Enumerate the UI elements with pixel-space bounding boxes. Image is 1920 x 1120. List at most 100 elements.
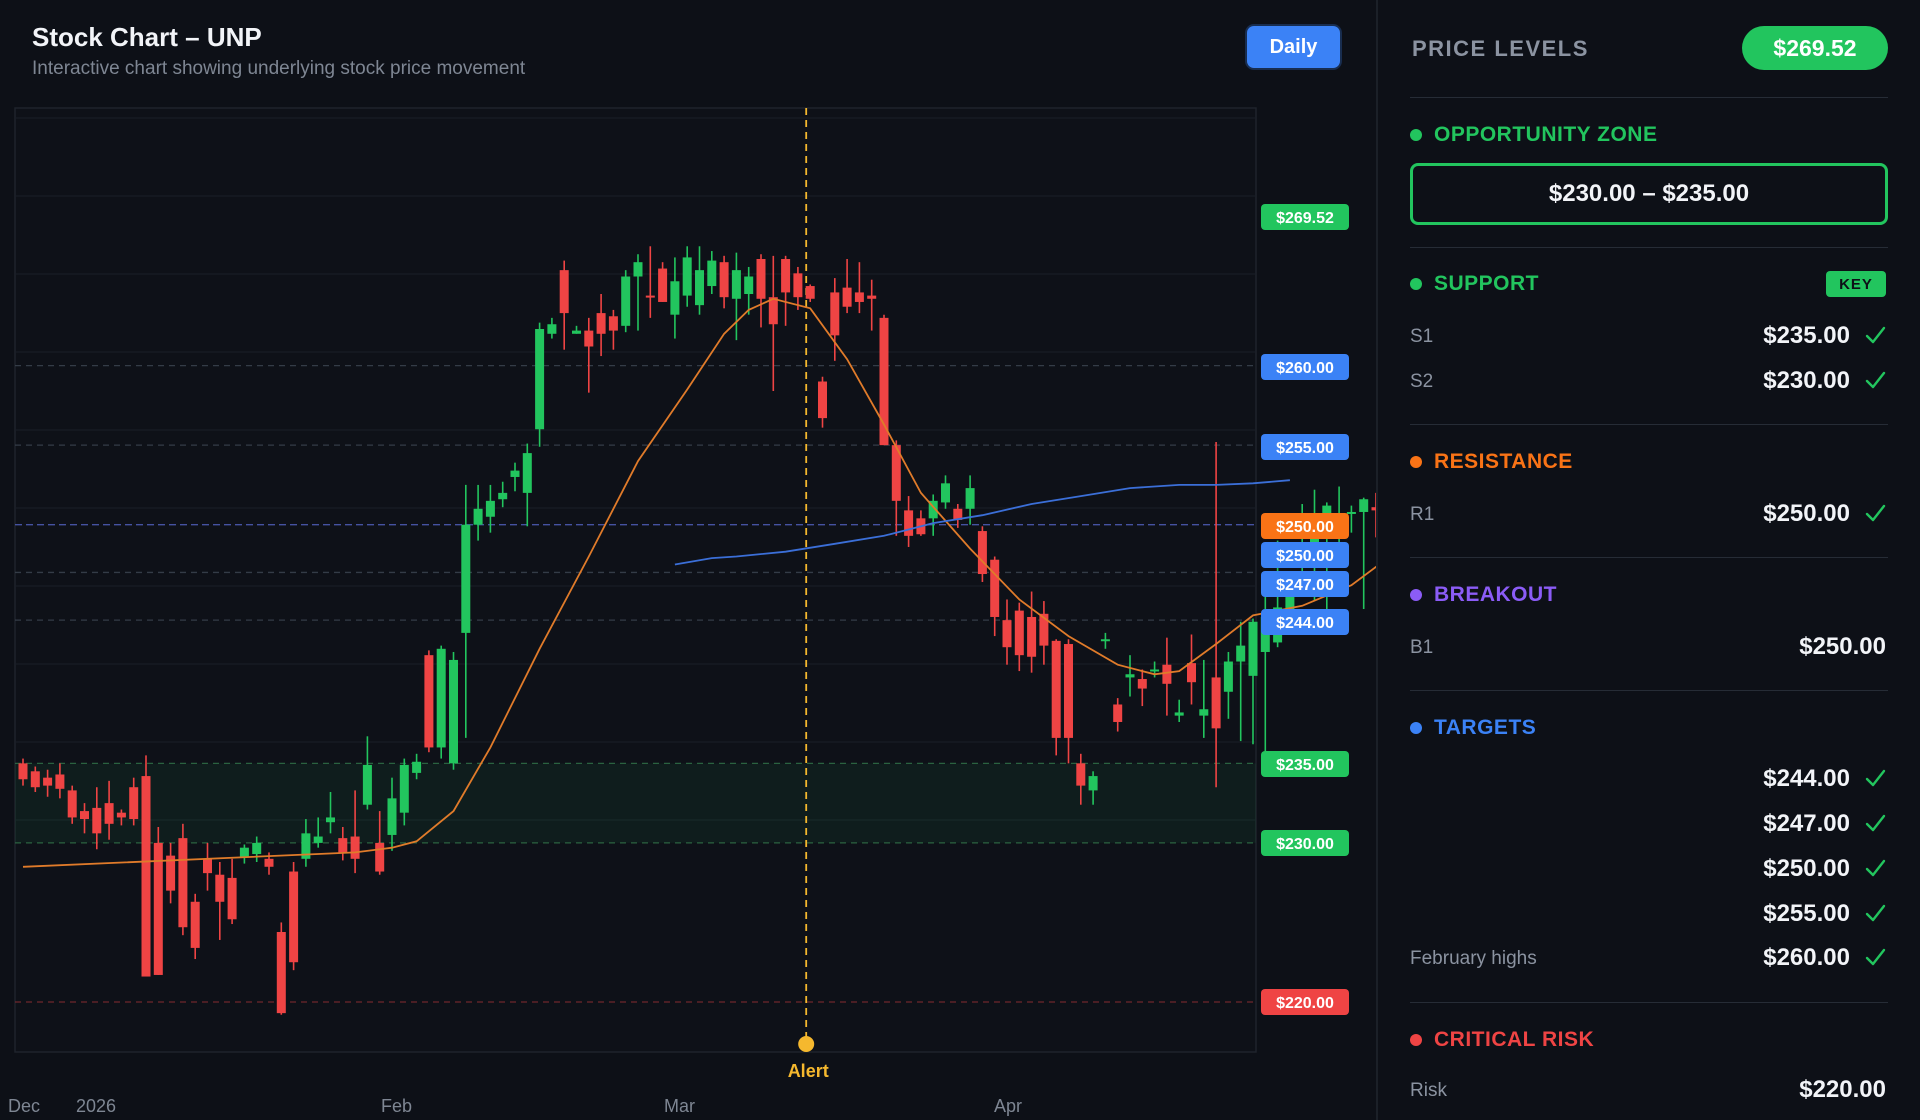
candle-body <box>756 259 766 299</box>
candle-body <box>1039 613 1049 646</box>
candle-body <box>1211 677 1221 729</box>
price-level-row: S1 $235.00 <box>1410 318 1888 354</box>
candle-body <box>80 811 89 820</box>
checkmark-icon <box>1864 502 1886 529</box>
candle-body <box>707 260 717 287</box>
price-level-row: $250.00 <box>1410 851 1888 887</box>
opportunity-zone-title: OPPORTUNITY ZONE <box>1434 123 1658 146</box>
price-level-tag-label: $250.00 <box>1276 548 1334 565</box>
price-level-row: $244.00 <box>1410 761 1888 797</box>
price-level-tag <box>1261 354 1349 380</box>
candle-body <box>227 877 237 920</box>
price-level-value: $244.00 <box>1763 765 1850 792</box>
checkmark-icon <box>1864 812 1886 839</box>
candle-body <box>1310 529 1319 551</box>
alert-label: Alert <box>788 1061 829 1081</box>
breakout-dot-icon <box>1410 589 1422 601</box>
candle-body <box>904 510 914 536</box>
price-level-tag <box>1261 513 1349 539</box>
current-price-badge: $269.52 <box>1742 26 1888 70</box>
candle-body <box>768 297 778 325</box>
candle-body <box>1125 674 1135 678</box>
timeframe-daily-button[interactable]: Daily <box>1247 26 1340 68</box>
support-heading: SUPPORT <box>1410 272 1539 296</box>
candle-body <box>805 286 815 299</box>
checkmark-icon <box>1864 857 1886 884</box>
price-level-tag-label: $255.00 <box>1276 440 1334 457</box>
checkmark-icon <box>1864 324 1886 351</box>
price-level-tag-label: $269.52 <box>1276 210 1334 227</box>
candle-body <box>92 807 102 834</box>
resistance-heading: RESISTANCE <box>1410 450 1573 474</box>
price-level-tag <box>1261 434 1349 460</box>
candle-body <box>473 508 483 525</box>
divider <box>1410 1002 1888 1003</box>
candle-body <box>239 847 249 858</box>
breakout-heading: BREAKOUT <box>1410 583 1557 607</box>
candle-body <box>559 270 569 314</box>
price-level-value: $255.00 <box>1763 900 1850 927</box>
candle-body <box>830 292 840 336</box>
price-level-tag <box>1261 204 1349 230</box>
candle-body <box>1187 663 1196 683</box>
x-axis-tick-label: Apr <box>994 1096 1022 1116</box>
candle-body <box>510 470 520 477</box>
candle-body <box>276 931 286 1014</box>
candle-body <box>977 531 987 575</box>
candle-body <box>18 763 28 780</box>
candle-body <box>658 268 668 302</box>
candle-body <box>1371 507 1376 511</box>
candle-body <box>1002 620 1012 648</box>
moving-average-slow-line <box>674 479 1290 566</box>
price-level-value: $260.00 <box>1763 944 1850 971</box>
candle-body <box>1236 645 1246 662</box>
price-level-tag-label: $247.00 <box>1276 577 1334 594</box>
candle-body <box>584 330 594 347</box>
candle-body <box>572 330 581 334</box>
candle-body <box>891 445 901 501</box>
price-level-tag-label: $235.00 <box>1276 757 1334 774</box>
candle-body <box>30 771 40 788</box>
candlestick-chart[interactable]: Alert $269.52 $260.00 $255.00 $250.00 $250.00… <box>0 0 1376 1120</box>
price-level-value: $220.00 <box>1799 1076 1886 1103</box>
candle-body <box>461 524 471 633</box>
panel-title: PRICE LEVELS <box>1412 36 1589 61</box>
panel-divider <box>1376 0 1378 1120</box>
opportunity-dot-icon <box>1410 129 1422 141</box>
price-level-row: $255.00 <box>1410 896 1888 932</box>
x-axis-tick-label: Mar <box>664 1096 695 1116</box>
candle-body <box>695 270 704 306</box>
candle-body <box>596 313 606 334</box>
plot-area <box>14 107 1257 1053</box>
price-level-tag-label: $260.00 <box>1276 360 1334 377</box>
candle-body <box>965 488 975 509</box>
price-level-label: S1 <box>1410 326 1434 347</box>
candle-body <box>793 273 803 298</box>
x-axis-tick-label: Dec <box>8 1096 40 1116</box>
candle-body <box>178 838 188 928</box>
breakout-title: BREAKOUT <box>1434 583 1557 606</box>
targets-heading: TARGETS <box>1410 716 1536 740</box>
targets-title: TARGETS <box>1434 716 1537 739</box>
candle-body <box>166 855 176 891</box>
price-level-tag <box>1261 609 1349 635</box>
candle-body <box>498 492 508 500</box>
candle-body <box>953 508 963 520</box>
resistance-dot-icon <box>1410 456 1422 468</box>
candle-body <box>436 648 446 748</box>
divider <box>1410 690 1888 691</box>
candle-body <box>608 316 618 331</box>
alert-marker-icon <box>798 1036 815 1052</box>
candle-body <box>1051 640 1061 738</box>
divider <box>1410 97 1888 98</box>
price-level-label: February highs <box>1410 948 1537 969</box>
price-level-tag <box>1261 830 1349 856</box>
candle-body <box>387 798 397 835</box>
candle-body <box>719 262 729 298</box>
candle-body <box>1199 709 1209 716</box>
candle-body <box>744 276 754 295</box>
price-level-tag-label: $244.00 <box>1276 615 1334 632</box>
candle-body <box>1346 511 1356 514</box>
price-level-tag <box>1261 751 1349 777</box>
price-level-tag <box>1261 989 1349 1015</box>
